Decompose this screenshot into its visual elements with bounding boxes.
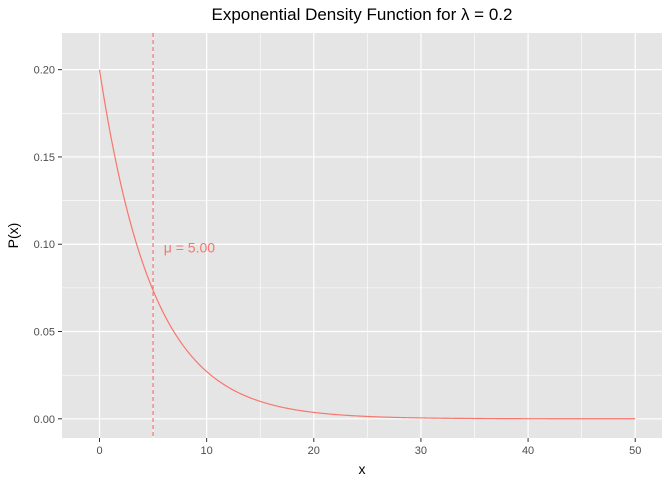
y-tick-label: 0.05 — [34, 327, 55, 339]
x-tick-label: 50 — [629, 445, 641, 457]
plot-panel — [62, 33, 662, 438]
x-tick-label: 40 — [522, 445, 534, 457]
mean-annotation: μ = 5.00 — [164, 240, 215, 256]
major-gridlines — [62, 33, 662, 438]
x-axis-ticks: 0 10 20 30 40 50 — [96, 438, 641, 457]
x-tick-label: 30 — [415, 445, 427, 457]
y-tick-label: 0.10 — [34, 239, 55, 251]
y-axis-ticks: 0.00 0.05 0.10 0.15 0.20 — [34, 65, 62, 426]
x-tick-label: 20 — [308, 445, 320, 457]
y-tick-label: 0.15 — [34, 152, 55, 164]
y-tick-label: 0.00 — [34, 414, 55, 426]
chart-title: Exponential Density Function for λ = 0.2 — [212, 5, 513, 24]
y-axis-title: P(x) — [5, 223, 21, 249]
minor-gridlines — [62, 33, 662, 438]
series-layer — [98, 69, 636, 420]
x-axis-title: x — [359, 461, 366, 477]
x-tick-label: 0 — [96, 445, 102, 457]
x-tick-label: 10 — [201, 445, 213, 457]
density-curve-line — [98, 69, 636, 420]
y-tick-label: 0.20 — [34, 65, 55, 77]
